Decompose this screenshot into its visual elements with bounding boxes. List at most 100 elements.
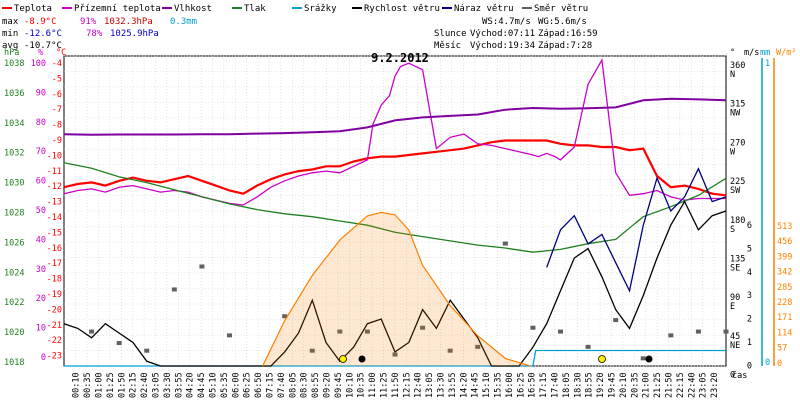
- series-line-teplota: [63, 139, 727, 197]
- axis-celsius-tick: -20: [47, 305, 62, 315]
- x-tick-label: 23:05: [699, 372, 709, 398]
- x-tick-label: 12:15: [402, 372, 412, 398]
- x-tick-label: 11:50: [391, 372, 401, 398]
- x-tick-label: 17:40: [551, 372, 561, 398]
- axis-dir-deg: 225: [730, 177, 745, 187]
- axis-pct-tick: 50: [36, 206, 46, 216]
- moon-label: Měsíc: [434, 41, 461, 51]
- axis-wm2-title: W/m²: [776, 48, 796, 58]
- axis-ms-tick: 3: [747, 291, 752, 301]
- legend-label-6: Náraz větru: [454, 4, 514, 14]
- axis-wm2-tick: 399: [777, 252, 792, 262]
- axis-dir-deg: 45: [730, 332, 740, 342]
- x-tick-label: 21:50: [665, 372, 675, 398]
- moon-rise: Východ:19:34: [470, 41, 535, 51]
- axis-celsius-tick: -23: [47, 352, 62, 362]
- axis-dir-deg: 135: [730, 255, 745, 265]
- axis-pct-tick: 60: [36, 177, 46, 187]
- x-tick-label: 09:20: [323, 372, 333, 398]
- series-line-n-raz-v-tru: [546, 167, 727, 293]
- wind-direction-point: [640, 356, 646, 361]
- axis-mm-title: mm: [760, 48, 770, 58]
- wind-direction-point: [723, 329, 729, 334]
- axis-dir-deg: 360: [730, 61, 745, 71]
- series-group: [63, 57, 727, 367]
- legend-label-5: Rychlost větru: [364, 4, 440, 14]
- x-tick-label: 14:45: [471, 372, 481, 398]
- axis-celsius-tick: -6: [52, 90, 62, 100]
- wind-direction-point: [144, 348, 150, 353]
- axis-pct-tick: 90: [36, 88, 46, 98]
- wind-direction-point: [392, 352, 398, 357]
- wind-gust-info: WG:5.6m/s: [538, 17, 587, 27]
- axis-dir-name: W: [730, 147, 736, 157]
- x-tick-label: 04:45: [197, 372, 207, 398]
- axis-mm-tick: 1: [765, 59, 770, 69]
- wind-direction-point: [309, 348, 315, 353]
- x-tick-label: 16:00: [505, 372, 515, 398]
- x-tick-label: 13:05: [425, 372, 435, 398]
- stat-avg-temp: -10.7°C: [24, 41, 62, 51]
- moonset-marker: [358, 355, 366, 363]
- wind-direction-point: [530, 325, 536, 330]
- wind-direction-point: [420, 325, 426, 330]
- x-tick-label: 07:15: [266, 372, 276, 398]
- axis-celsius-tick: -10: [47, 151, 62, 161]
- axis-celsius-tick: -5: [52, 74, 62, 84]
- axis-pct-tick: 80: [36, 118, 46, 128]
- axis-hpa-tick: 1026: [4, 238, 24, 248]
- series-line-sr-ky: [64, 349, 726, 367]
- x-tick-label: 01:25: [106, 372, 116, 398]
- axis-pct-tick: 70: [36, 147, 46, 157]
- x-tick-label: 20:10: [619, 372, 629, 398]
- legend-label-4: Srážky: [304, 4, 337, 14]
- series-radiation-area: [262, 212, 531, 366]
- axis-celsius-tick: -11: [47, 167, 62, 177]
- wind-direction-point: [585, 344, 591, 349]
- stat-min-temp: -12.6°C: [24, 29, 62, 39]
- axis-hpa-tick: 1018: [4, 358, 24, 368]
- series-line-p-zemn-teplota: [63, 57, 726, 206]
- x-tick-label: 21:25: [653, 372, 663, 398]
- x-tick-label: 11:00: [368, 372, 378, 398]
- axis-celsius-tick: -16: [47, 244, 62, 254]
- stat-min-hum: 78%: [86, 29, 103, 39]
- moonrise-marker: [645, 355, 653, 363]
- axis-dir-deg: 180: [730, 216, 745, 226]
- axis-celsius-tick: -18: [47, 275, 62, 285]
- axis-celsius-tick: -12: [47, 182, 62, 192]
- x-tick-label: 22:40: [687, 372, 697, 398]
- x-tick-label: 01:50: [117, 372, 127, 398]
- axis-wm2-tick: 114: [777, 328, 792, 338]
- axis-dir-name: NW: [730, 109, 741, 119]
- axis-hpa-tick: 1028: [4, 209, 24, 219]
- axis-celsius-tick: -9: [52, 136, 62, 146]
- axes-group: hPa% °C1038103610341032103010281026102410…: [4, 48, 796, 398]
- x-tick-label: 08:55: [311, 372, 321, 398]
- axis-ms-tick: 2: [747, 315, 752, 325]
- x-tick-label: 10:35: [357, 372, 367, 398]
- legend-label-0: Teplota: [14, 4, 52, 14]
- stats-panel: max -8.9°C 91% 1032.3hPa 0.3mm min -12.6…: [2, 17, 197, 51]
- axis-wm2-tick: 0: [777, 359, 782, 369]
- stat-min-press: 1025.9hPa: [110, 29, 159, 39]
- sunset-marker: [598, 355, 606, 363]
- axis-celsius-tick: -15: [47, 228, 62, 238]
- sun-label: Slunce: [434, 29, 467, 39]
- axis-wm2-tick: 57: [777, 344, 787, 354]
- x-tick-label: 08:30: [300, 372, 310, 398]
- axis-celsius-tick: -4: [52, 59, 62, 69]
- axis-wm2-tick: 456: [777, 237, 792, 247]
- axis-mm-tick: 0: [765, 358, 770, 368]
- wind-direction-point: [695, 329, 701, 334]
- axis-hpa-tick: 1034: [4, 119, 24, 129]
- axis-wm2-tick: 171: [777, 313, 792, 323]
- axis-dir-deg: 90: [730, 293, 740, 303]
- x-tick-label: 18:30: [573, 372, 583, 398]
- x-tick-label: 21:00: [642, 372, 652, 398]
- moon-set: Západ:7:28: [538, 41, 592, 51]
- axis-dir-name: N: [730, 70, 735, 80]
- x-tick-label: 11:25: [380, 372, 390, 398]
- wind-speed-info: WS:4.7m/s: [482, 17, 531, 27]
